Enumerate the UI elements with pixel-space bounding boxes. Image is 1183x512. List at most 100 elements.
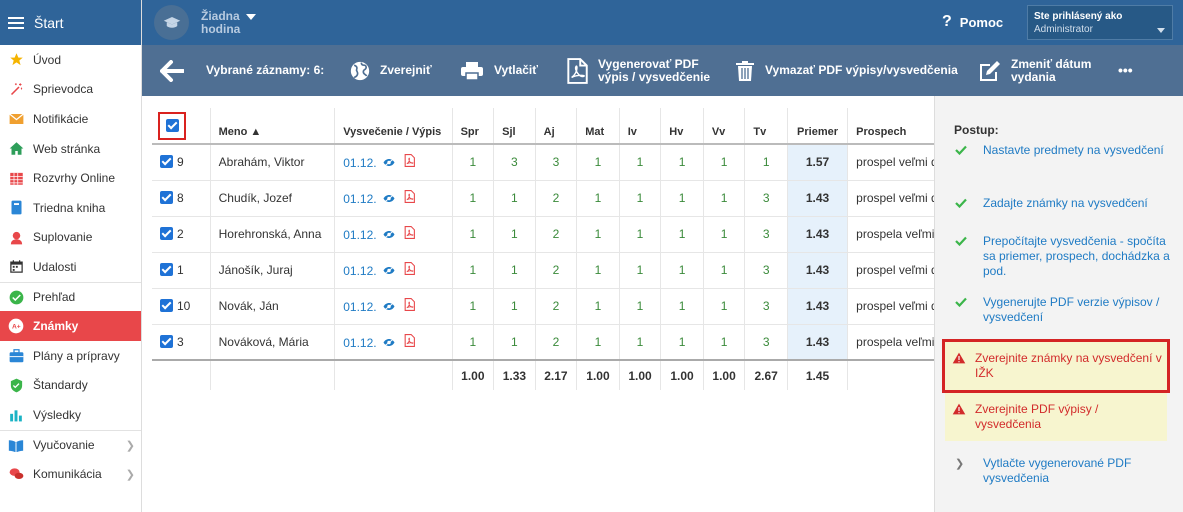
user-dropdown[interactable]: Ste prihlásený ako Administrator bbox=[1027, 5, 1173, 40]
more-button[interactable]: ••• bbox=[1118, 62, 1133, 78]
step-label: Nastavte predmety na vysvedčení bbox=[983, 143, 1164, 157]
report-date-link[interactable]: 01.12. bbox=[343, 192, 377, 206]
student-name[interactable]: Abrahám, Viktor bbox=[209, 144, 335, 181]
student-name[interactable]: Chudík, Jozef bbox=[209, 180, 335, 217]
row-checkbox[interactable] bbox=[160, 299, 173, 312]
print-button[interactable]: Vytlačiť bbox=[460, 45, 538, 96]
eye-icon[interactable] bbox=[383, 228, 395, 242]
table-row[interactable]: 9 Abrahám, Viktor 01.12. 1 3 3 1 1 1 1 1 1.57 prospe… bbox=[152, 144, 962, 181]
report-date-link[interactable]: 01.12. bbox=[343, 156, 377, 171]
report-date-link[interactable]: 01.12. bbox=[343, 300, 377, 314]
sidebar-item-prehlad[interactable]: Prehľad bbox=[0, 281, 141, 312]
student-name[interactable]: Novák, Ján bbox=[209, 288, 335, 325]
row-checkbox[interactable] bbox=[160, 263, 173, 276]
row-number: 9 bbox=[177, 155, 184, 170]
select-all-checkbox[interactable] bbox=[158, 111, 186, 140]
person-icon bbox=[8, 229, 24, 245]
total-iv: 1.00 bbox=[618, 359, 661, 390]
pdf-icon[interactable] bbox=[404, 154, 415, 170]
arrow-left-icon bbox=[160, 59, 184, 82]
step-item[interactable]: Nastavte predmety na vysvedčení bbox=[953, 143, 1175, 158]
student-name[interactable]: Horehronská, Anna bbox=[209, 216, 335, 253]
sidebar-item-plany[interactable]: Plány a prípravy bbox=[0, 341, 141, 371]
sidebar-item-standardy[interactable]: Štandardy bbox=[0, 371, 141, 401]
grade-cell: 1 bbox=[451, 216, 494, 253]
sidebar-item-triedna-kniha[interactable]: Triedna kniha bbox=[0, 193, 141, 223]
hamburger-menu-icon[interactable] bbox=[8, 16, 24, 29]
table-row[interactable]: 3 Nováková, Mária 01.12. 1 1 2 1 1 1 1 3 1.43 prospe… bbox=[152, 324, 962, 361]
table-header-row: Meno ▲ Vysvečenie / Výpis Spr Sjl Aj Mat… bbox=[152, 108, 962, 145]
publish-button[interactable]: Zverejniť bbox=[350, 45, 432, 96]
table-row[interactable]: 2 Horehronská, Anna 01.12. 1 1 2 1 1 1 1 3 1.43 pros… bbox=[152, 216, 962, 253]
report-date-link[interactable]: 01.12. bbox=[343, 335, 377, 350]
grade-cell: 3 bbox=[744, 288, 788, 325]
grade-cell: 2 bbox=[534, 216, 577, 253]
sidebar-item-notifikacie[interactable]: Notifikácie bbox=[0, 104, 141, 134]
row-checkbox[interactable] bbox=[160, 227, 173, 240]
col-meno[interactable]: Meno ▲ bbox=[209, 108, 335, 145]
step-label: Prepočítajte vysvedčenia - spočíta sa pr… bbox=[983, 234, 1170, 278]
step-item[interactable]: Zverejnite známky na vysvedčení v IŽK bbox=[942, 339, 1170, 393]
student-name[interactable]: Jánošík, Juraj bbox=[209, 252, 335, 289]
student-name[interactable]: Nováková, Mária bbox=[209, 324, 335, 361]
table-row[interactable]: 1 Jánošík, Juraj 01.12. 1 1 2 1 1 1 1 3 1.43 prospel… bbox=[152, 252, 962, 289]
row-checkbox[interactable] bbox=[160, 155, 173, 169]
table-row[interactable]: 10 Novák, Ján 01.12. 1 1 2 1 1 1 1 3 1.43 prospel ve… bbox=[152, 288, 962, 325]
grade-cell: 1 bbox=[660, 144, 704, 181]
eye-icon[interactable] bbox=[383, 336, 395, 350]
pdf-icon[interactable] bbox=[404, 262, 415, 278]
col-priemer: Priemer bbox=[786, 108, 848, 145]
col-mat: Mat bbox=[576, 108, 620, 145]
sidebar-item-komunikacia[interactable]: Komunikácia ❯ bbox=[0, 459, 141, 489]
grade-cell: 2 bbox=[534, 288, 577, 325]
calendar-grid-icon bbox=[8, 170, 24, 186]
row-select-cell: 3 bbox=[152, 324, 211, 361]
sidebar-item-web-stranka[interactable]: Web stránka bbox=[0, 134, 141, 164]
sidebar-item-vysledky[interactable]: Výsledky bbox=[0, 400, 141, 430]
eye-icon[interactable] bbox=[383, 156, 395, 170]
shield-icon bbox=[8, 377, 24, 393]
sidebar-item-vyucovanie[interactable]: Vyučovanie ❯ bbox=[0, 429, 141, 460]
step-item[interactable]: Prepočítajte vysvedčenia - spočíta sa pr… bbox=[953, 234, 1175, 279]
step-item[interactable]: ❯ Vytlačte vygenerované PDF vysvedčenia bbox=[953, 456, 1175, 486]
pdf-icon[interactable] bbox=[404, 190, 415, 206]
report-card-cell: 01.12. bbox=[334, 252, 453, 289]
back-button[interactable] bbox=[160, 45, 194, 96]
step-item[interactable]: Zadajte známky na vysvedčení bbox=[953, 196, 1175, 211]
sidebar-item-suplovanie[interactable]: Suplovanie bbox=[0, 223, 141, 253]
user-role: Administrator bbox=[1034, 24, 1093, 35]
select-all-cell bbox=[152, 108, 211, 145]
sidebar-item-znamky[interactable]: A+ Známky bbox=[0, 311, 141, 341]
pdf-icon[interactable] bbox=[404, 298, 415, 314]
generate-pdf-button[interactable]: Vygenerovať PDF výpis / vysvedčenie bbox=[566, 45, 710, 96]
report-card-cell: 01.12. bbox=[334, 324, 453, 361]
sidebar-item-uvod[interactable]: Úvod bbox=[0, 45, 141, 75]
pdf-icon[interactable] bbox=[404, 226, 415, 242]
grade-cell: 1 bbox=[618, 144, 661, 181]
pdf-icon[interactable] bbox=[404, 333, 415, 350]
report-date-link[interactable]: 01.12. bbox=[343, 264, 377, 278]
sidebar-item-udalosti[interactable]: Udalosti bbox=[0, 252, 141, 282]
report-date-link[interactable]: 01.12. bbox=[343, 228, 377, 242]
envelope-icon bbox=[8, 111, 24, 127]
delete-pdf-button[interactable]: Vymazať PDF výpisy/vysvedčenia bbox=[735, 45, 958, 96]
grade-cell: 1 bbox=[702, 144, 745, 181]
row-checkbox[interactable] bbox=[160, 334, 173, 348]
step-item[interactable]: Zverejnite PDF výpisy / vysvedčenia bbox=[945, 393, 1167, 441]
change-date-button[interactable]: Zmeniť dátum vydania bbox=[977, 45, 1091, 96]
sidebar-item-sprievodca[interactable]: Sprievodca bbox=[0, 75, 141, 105]
grade-cell: 1 bbox=[493, 180, 536, 217]
sidebar-item-rozvrhy-online[interactable]: Rozvrhy Online bbox=[0, 163, 141, 193]
table-row[interactable]: 8 Chudík, Jozef 01.12. 1 1 2 1 1 1 1 3 1.43 prospel … bbox=[152, 180, 962, 217]
lesson-selector[interactable]: Žiadna hodina bbox=[154, 5, 257, 40]
sidebar-start[interactable]: Štart bbox=[0, 0, 141, 45]
eye-icon[interactable] bbox=[383, 192, 395, 206]
eye-icon[interactable] bbox=[383, 264, 395, 278]
change-date-line1: Zmeniť dátum bbox=[1011, 56, 1092, 71]
book-icon bbox=[8, 200, 24, 216]
help-link[interactable]: ? Pomoc bbox=[942, 13, 1003, 31]
publish-label: Zverejniť bbox=[380, 63, 432, 77]
step-item[interactable]: Vygenerujte PDF verzie výpisov / vysvedč… bbox=[953, 295, 1175, 325]
row-checkbox[interactable] bbox=[160, 191, 173, 204]
eye-icon[interactable] bbox=[383, 300, 395, 314]
